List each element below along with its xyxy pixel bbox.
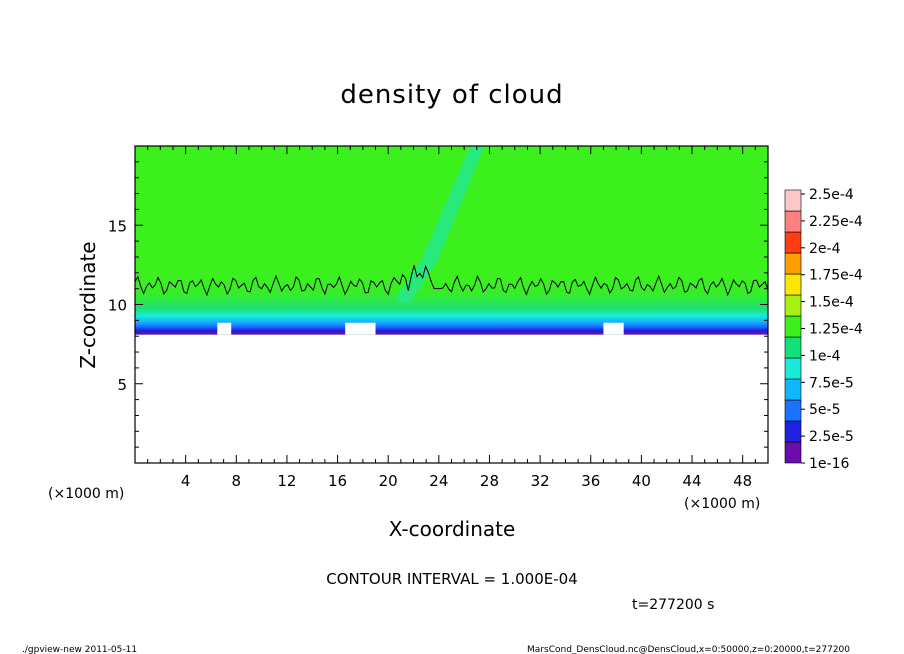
colorbar-label: 2.5e-5: [809, 429, 854, 445]
x-tick-label: 32: [531, 472, 550, 490]
x-tick-label: 36: [581, 472, 600, 490]
field-gap: [345, 322, 376, 335]
colorbar-swatch: [784, 399, 802, 422]
x-tick-label: 28: [480, 472, 499, 490]
colorbar-swatch: [784, 378, 802, 401]
colorbar-label: 1.75e-4: [809, 268, 863, 284]
x-tick-label: 12: [277, 472, 296, 490]
colorbar-label: 1.25e-4: [809, 322, 863, 338]
x-tick-label: 16: [328, 472, 347, 490]
colorbar-label: 2.5e-4: [809, 187, 854, 203]
colorbar-swatch: [784, 441, 802, 464]
colorbar-label: 1e-16: [809, 456, 849, 472]
footer-left: ./gpview-new 2011-05-11: [22, 645, 137, 654]
colorbar-swatch: [784, 315, 802, 338]
x-tick-label: 48: [733, 472, 752, 490]
y-axis-label: Z-coordinate: [76, 241, 100, 368]
x-tick-label: 20: [379, 472, 398, 490]
y-tick-label: 15: [108, 217, 127, 235]
y-tick-label: 5: [117, 376, 127, 394]
colorbar-swatch: [784, 252, 802, 275]
y-tick-label: 10: [108, 297, 127, 315]
colorbar-label: 1.5e-4: [809, 295, 854, 311]
x-axis-label: X-coordinate: [389, 517, 516, 541]
field-gap: [603, 322, 624, 335]
colorbar-label: 5e-5: [809, 402, 840, 418]
contour-line: [134, 264, 769, 297]
x-tick-label: 8: [232, 472, 242, 490]
colorbar-labels: 2.5e-4 2.25e-4 2e-4 1.75e-4 1.5e-4 1.25e-4 1e-…: [801, 187, 863, 472]
x-tick-label: 4: [181, 472, 191, 490]
density-field: [135, 146, 768, 335]
colorbar-label: 2.25e-4: [809, 214, 863, 230]
x-tick-label: 24: [429, 472, 448, 490]
colorbar-swatch: [784, 336, 802, 359]
colorbar-swatch: [784, 189, 802, 212]
colorbar-swatch: [784, 420, 802, 443]
colorbar: [784, 189, 802, 464]
colorbar-swatch: [784, 273, 802, 296]
contour-interval-text: CONTOUR INTERVAL = 1.000E-04: [326, 570, 577, 588]
chart-title: density of cloud: [340, 80, 563, 110]
field-gap: [217, 322, 232, 335]
x-unit-left: (×1000 m): [48, 486, 124, 502]
colorbar-swatch: [784, 210, 802, 233]
colorbar-swatch: [784, 357, 802, 380]
x-unit-right: (×1000 m): [684, 496, 760, 512]
colorbar-swatch: [784, 231, 802, 254]
y-axis-ticks: 5 10 15: [108, 161, 768, 448]
colorbar-label: 1e-4: [809, 348, 841, 364]
footer-right: MarsCond_DensCloud.nc@DensCloud,x=0:5000…: [527, 645, 850, 654]
colorbar-swatch: [784, 294, 802, 317]
x-tick-label: 40: [632, 472, 651, 490]
field-tongue: [394, 146, 485, 305]
colorbar-label: 2e-4: [809, 241, 841, 257]
colorbar-label: 7.5e-5: [809, 375, 854, 391]
x-tick-label: 44: [682, 472, 701, 490]
time-stamp: t=277200 s: [632, 597, 714, 613]
x-axis-ticks: 4 8 12 16 20 24 28 32 36 40 44 48: [147, 146, 756, 490]
